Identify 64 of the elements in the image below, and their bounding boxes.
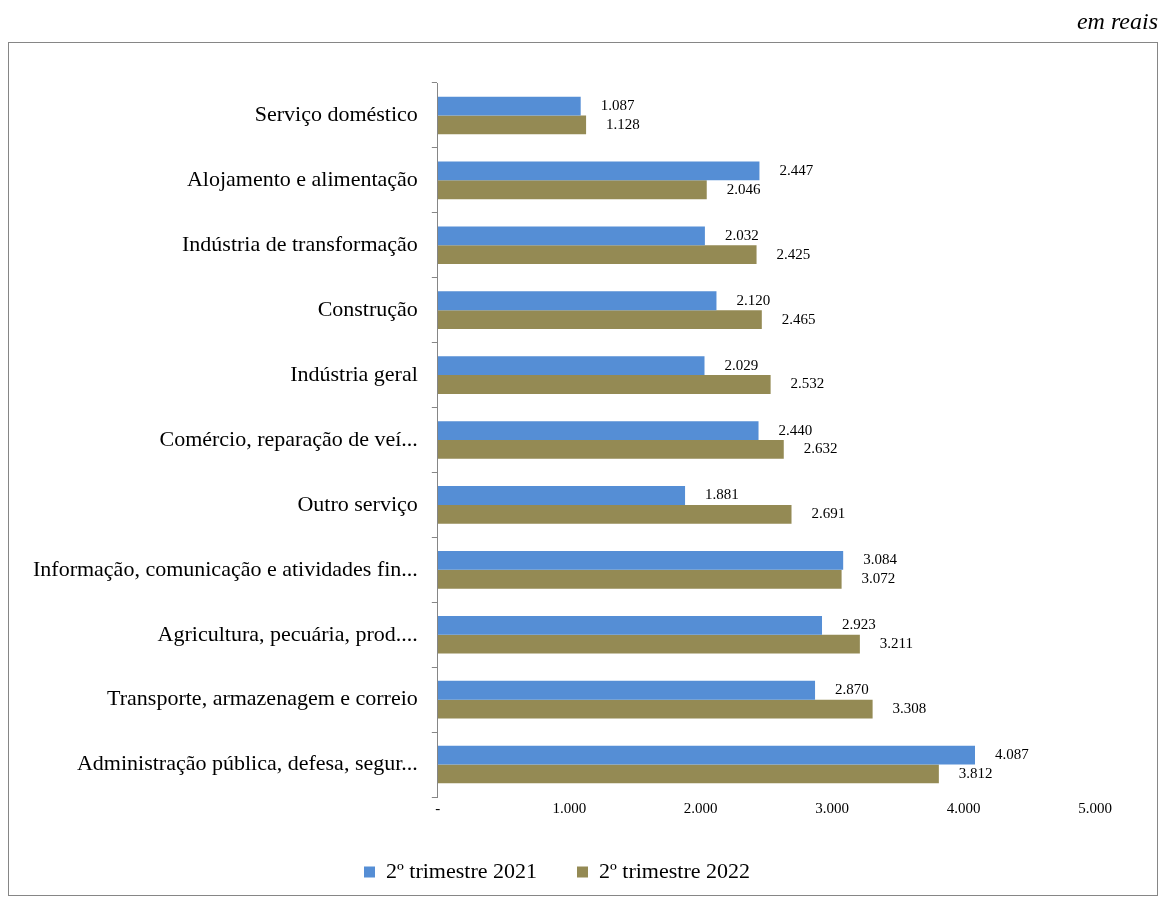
bar (437, 764, 939, 784)
data-label: 2.691 (811, 505, 846, 522)
x-tick-label: - (435, 799, 441, 816)
bar (437, 615, 823, 635)
bar (437, 96, 581, 116)
data-label: 2.029 (724, 356, 759, 373)
y-tick-label: Transporte, armazenagem e correio (107, 685, 418, 711)
bar (437, 421, 759, 440)
data-label: 2.440 (778, 421, 813, 438)
y-tick-label: Construção (317, 295, 418, 321)
bar (437, 551, 844, 570)
bar (437, 291, 717, 311)
bar (437, 161, 760, 181)
legend-label: 2º trimestre 2021 (385, 857, 537, 883)
y-tick-label: Comércio, reparação de veí... (159, 425, 418, 451)
bar (437, 504, 792, 524)
y-tick-label: Outro serviço (297, 490, 418, 516)
bar (437, 440, 784, 459)
x-tick-label: 4.000 (946, 799, 981, 816)
bar (437, 180, 707, 200)
y-tick-label: Administração pública, defesa, segur... (76, 750, 418, 776)
data-label: 3.308 (892, 699, 927, 716)
x-tick-label: 2.000 (683, 799, 718, 816)
data-label: 4.087 (995, 746, 1030, 763)
y-tick-label: Alojamento e alimentação (186, 166, 418, 192)
bar (437, 486, 686, 505)
data-label: 3.072 (861, 570, 896, 587)
y-tick-label: Serviço doméstico (254, 101, 418, 127)
data-label: 1.881 (705, 486, 739, 503)
bar (437, 634, 860, 654)
x-tick-label: 3.000 (815, 799, 850, 816)
data-label: 2.447 (779, 161, 814, 178)
bar (437, 699, 873, 719)
data-label: 2.632 (803, 440, 838, 457)
y-tick-label: Indústria geral (290, 360, 418, 386)
bar (437, 356, 705, 376)
data-label: 2.032 (724, 226, 759, 243)
data-label: 2.425 (776, 245, 811, 262)
bar (437, 680, 816, 700)
bar (437, 375, 771, 394)
y-tick-label: Agricultura, pecuária, prod.... (157, 620, 418, 646)
bar (437, 310, 762, 330)
y-tick-label: Informação, comunicação e atividades fin... (33, 555, 418, 581)
data-label: 1.128 (606, 115, 640, 132)
data-label: 3.211 (879, 635, 914, 652)
x-tick-label: 1.000 (552, 799, 587, 816)
text: em reais (1075, 8, 1158, 36)
x-tick-label: 5.000 (1078, 799, 1112, 816)
bar (437, 115, 587, 135)
bar (437, 226, 705, 246)
data-label: 2.923 (842, 616, 876, 633)
data-label: 2.046 (726, 180, 761, 197)
data-label: 2.120 (736, 291, 771, 308)
y-tick-label: Indústria de transformação (182, 231, 418, 257)
legend-label: 2º trimestre 2022 (599, 857, 751, 883)
data-label: 2.465 (781, 310, 816, 327)
bar (437, 745, 975, 765)
data-label: 2.532 (790, 375, 825, 392)
data-label: 3.084 (863, 551, 898, 568)
data-label: 3.812 (958, 764, 993, 781)
data-label: 1.087 (600, 96, 635, 113)
data-label: 2.870 (835, 681, 869, 698)
bar (437, 245, 757, 265)
bar (437, 569, 842, 589)
